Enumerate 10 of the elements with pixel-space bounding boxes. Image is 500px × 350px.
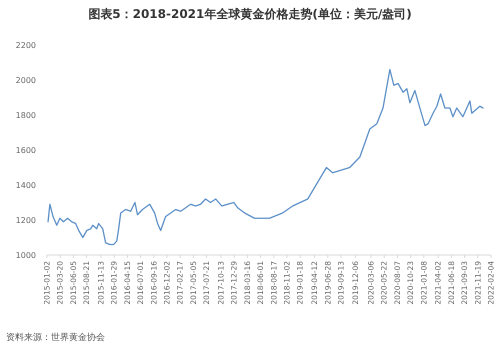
y-tick-label: 1600 [16, 146, 36, 155]
y-tick-label: 1400 [16, 181, 36, 190]
y-tick-label: 1800 [16, 111, 36, 120]
text: 资料来源：世界黄金协会 [6, 332, 105, 343]
chart-title: 图表5：2018-2021年全球黄金价格走势(单位：美元/盎司) [88, 7, 412, 21]
line-series [47, 68, 484, 246]
y-tick-label: 1000 [16, 251, 36, 260]
y-tick-label: 2200 [16, 41, 36, 50]
y-tick-label: 2000 [16, 76, 36, 85]
y-tick-label: 1200 [16, 216, 36, 225]
